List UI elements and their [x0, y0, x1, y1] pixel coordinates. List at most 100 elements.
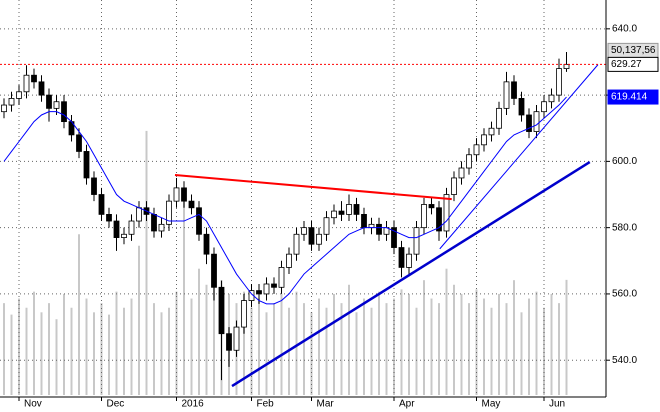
candle-body: [421, 204, 427, 229]
candle-body: [361, 214, 367, 229]
volume-bar: [48, 303, 50, 395]
volume-bar: [520, 312, 523, 395]
volume-bar: [513, 280, 515, 395]
candle-body: [308, 227, 315, 245]
candle-body: [188, 200, 195, 209]
x-tick-label: Dec: [107, 399, 125, 410]
volume-bar: [250, 307, 253, 395]
candle-body: [278, 267, 285, 288]
x-tick-label: 2016: [182, 399, 205, 410]
volume-bar: [243, 291, 245, 395]
candle-body: [481, 134, 487, 146]
candle-body: [353, 204, 360, 215]
candle-body: [23, 74, 30, 93]
volume-bar: [558, 303, 560, 395]
candle-body: [83, 151, 90, 179]
volume-bar: [85, 298, 88, 395]
candle-body: [166, 200, 172, 225]
candle-body: [121, 233, 127, 238]
candle-body: [473, 144, 480, 156]
candle-body: [286, 253, 292, 268]
candle-body: [338, 210, 345, 215]
volume-bar: [415, 307, 418, 395]
candle-body: [31, 74, 37, 83]
volume-bar: [115, 291, 118, 395]
candle-body: [406, 253, 412, 268]
trendline: [231, 160, 591, 388]
ma-label-box: [607, 89, 659, 105]
candle-body: [271, 283, 277, 288]
candle-body: [211, 253, 217, 288]
volume-bar: [123, 307, 125, 395]
volume-bar: [78, 234, 80, 395]
volume-bar: [273, 303, 275, 395]
candle-body: [151, 214, 157, 232]
volume-bar: [393, 298, 395, 395]
candle-body: [323, 217, 330, 235]
y-tick-label: 580.0: [612, 222, 637, 233]
volume-bar: [265, 312, 268, 395]
y-tick-label: 560.0: [612, 289, 637, 300]
candle-body: [293, 233, 300, 255]
candle-body: [136, 207, 142, 222]
candle-body: [488, 127, 495, 136]
candle-body: [46, 94, 52, 109]
volume-bar: [93, 312, 95, 395]
volume-bar: [213, 257, 215, 395]
candle-body: [301, 227, 307, 235]
candle-body: [503, 81, 510, 109]
candle-body: [113, 220, 120, 238]
candle-body: [556, 68, 562, 96]
y-tick-label: 600.0: [612, 156, 637, 167]
candle-body: [518, 98, 525, 116]
volume-bar: [355, 312, 358, 395]
volume-bar: [460, 293, 463, 395]
volume-bar: [18, 298, 20, 395]
candle-body: [548, 94, 555, 103]
volume-bar: [565, 279, 568, 395]
volume-bar: [325, 307, 328, 395]
volume-bar: [130, 298, 133, 395]
candle-body: [196, 207, 202, 235]
volume-bar: [55, 319, 58, 395]
volume-bar: [33, 291, 35, 395]
candle-body: [496, 107, 502, 129]
volume-bar: [453, 284, 455, 395]
volume-bar: [198, 268, 200, 395]
volume-bar: [310, 312, 313, 395]
volume-bar: [370, 307, 373, 395]
moving-average: [3, 96, 567, 305]
trendline: [439, 64, 599, 250]
y-tick-label: 640.0: [612, 23, 637, 34]
volume-bar: [400, 289, 403, 395]
candle-body: [428, 204, 435, 209]
x-tick-label: Feb: [257, 399, 275, 410]
volume-bar: [378, 291, 380, 395]
candle-body: [391, 227, 397, 248]
candle-body: [443, 194, 450, 232]
x-tick-label: May: [482, 399, 501, 410]
candle-body: [53, 101, 60, 109]
volume-label: 50,137,56: [611, 45, 656, 56]
volume-bar: [543, 307, 545, 395]
volume-bar: [468, 303, 470, 395]
volume-bar: [63, 293, 65, 395]
volume-bar: [318, 298, 320, 395]
volume-bar: [550, 293, 553, 395]
candle-body: [106, 214, 112, 222]
volume-bar: [280, 293, 283, 395]
candle-body: [8, 98, 15, 106]
volume-bar: [183, 188, 185, 395]
volume-bar: [153, 303, 155, 395]
volume-bar: [340, 303, 343, 395]
candle-body: [233, 326, 240, 351]
trendline: [174, 173, 452, 201]
x-tick-label: Mar: [317, 399, 335, 410]
candle-body: [263, 283, 270, 295]
volume-bar: [303, 303, 305, 395]
volume-bar: [168, 307, 170, 395]
candle-body: [466, 154, 472, 169]
volume-bar: [295, 291, 298, 395]
last-price-label-box: [607, 56, 659, 72]
